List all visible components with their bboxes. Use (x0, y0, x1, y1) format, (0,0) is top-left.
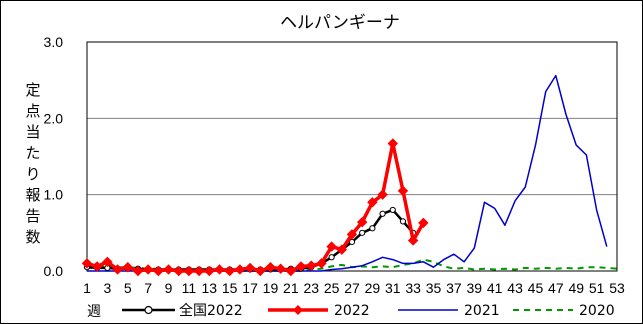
x-tick-label: 49 (568, 280, 584, 296)
data-point (204, 265, 215, 277)
legend: 全国2022 2022 2021 2020 (122, 302, 615, 319)
legend-label: 2020 (579, 303, 615, 319)
data-point (328, 254, 335, 261)
data-point (346, 229, 358, 240)
data-point (224, 265, 235, 277)
data-point (387, 138, 398, 149)
legend-label: 全国2022 (179, 302, 243, 319)
x-tick-label: 1 (83, 280, 91, 296)
y-axis-label: 定点当たり報告数 (25, 81, 40, 246)
series-line (86, 141, 425, 273)
data-point (91, 261, 103, 272)
data-point (163, 264, 174, 275)
data-point (379, 210, 386, 217)
x-tick-label: 45 (528, 280, 544, 296)
x-tick-label: 35 (426, 280, 442, 296)
plot-area (86, 41, 618, 272)
x-tick-label: 33 (405, 280, 421, 296)
y-tick-label: 0.0 (44, 263, 64, 279)
data-point (285, 265, 297, 277)
legend-marker (144, 305, 153, 315)
data-point (389, 206, 396, 214)
data-point (418, 217, 429, 229)
x-tick-label: 5 (124, 280, 132, 296)
x-tick-label: 9 (165, 280, 173, 296)
legend-label: 2021 (464, 303, 500, 319)
data-point (193, 265, 205, 277)
data-point (102, 256, 113, 268)
data-point (142, 264, 154, 275)
data-point (255, 265, 266, 277)
x-tick-label: 21 (283, 280, 299, 296)
data-point (214, 264, 225, 275)
x-tick-label: 29 (365, 280, 381, 296)
data-point (244, 262, 256, 274)
data-point (316, 258, 327, 269)
data-point (183, 265, 195, 277)
x-tick-label: 47 (548, 280, 564, 296)
x-tick-label: 41 (487, 280, 503, 296)
data-point (153, 265, 164, 277)
data-point (397, 185, 409, 197)
x-tick-label: 51 (589, 280, 605, 296)
y-tick-label: 2.0 (44, 110, 64, 126)
data-point (122, 261, 133, 273)
data-point (369, 225, 376, 232)
x-tick-label: 7 (144, 280, 152, 296)
legend-label: 2022 (334, 303, 370, 319)
data-point (399, 218, 407, 225)
data-point (336, 244, 348, 255)
x-axis-label: 週 (87, 304, 101, 320)
data-point (326, 241, 337, 252)
data-point (234, 264, 246, 275)
data-point (367, 197, 378, 208)
data-point (112, 264, 123, 275)
x-tick-label: 53 (609, 280, 625, 296)
x-tick-label: 23 (303, 280, 319, 296)
x-tick-label: 31 (385, 280, 401, 296)
series-2022 (81, 138, 429, 277)
data-point (81, 258, 93, 269)
y-tick-label: 3.0 (44, 34, 64, 50)
data-point (377, 189, 388, 200)
x-tick-label: 19 (263, 280, 279, 296)
data-point (306, 260, 317, 271)
data-point (132, 265, 144, 277)
data-point (295, 261, 307, 272)
x-tick-label: 13 (202, 280, 218, 296)
chart-title: ヘルパンギーナ (280, 13, 400, 33)
x-tick-label: 3 (103, 280, 111, 296)
y-tick-label: 1.0 (44, 187, 64, 203)
x-tick-label: 15 (222, 280, 238, 296)
data-point (359, 229, 366, 236)
x-tick-label: 43 (507, 280, 523, 296)
x-tick-label: 37 (446, 280, 462, 296)
data-point (356, 216, 368, 228)
data-point (173, 265, 184, 277)
x-tick-label: 27 (344, 280, 360, 296)
x-tick-label: 39 (467, 280, 483, 296)
x-tick-label: 17 (242, 280, 258, 296)
data-point (275, 263, 286, 274)
legend-marker (293, 305, 303, 315)
data-point (265, 261, 276, 273)
x-tick-label: 25 (324, 280, 340, 296)
data-point (407, 235, 419, 246)
x-tick-label: 11 (182, 280, 197, 296)
